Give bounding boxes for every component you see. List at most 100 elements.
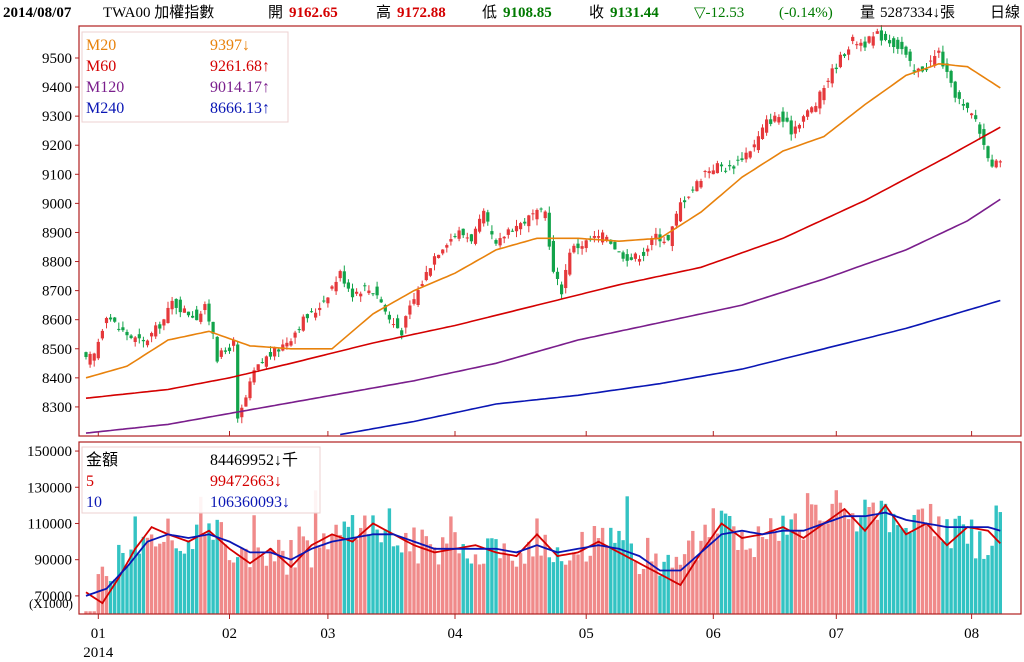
candle-body bbox=[941, 51, 945, 67]
volume-bar bbox=[236, 557, 240, 614]
volume-bar bbox=[613, 542, 617, 614]
volume-bar bbox=[416, 563, 420, 614]
volume-legend-box bbox=[81, 446, 321, 514]
candle-body bbox=[277, 349, 281, 352]
candle-body bbox=[150, 333, 154, 337]
volume-bar bbox=[916, 509, 920, 614]
volume-bar bbox=[482, 563, 486, 614]
candle-body bbox=[814, 106, 818, 112]
candle-body bbox=[933, 55, 937, 66]
volume-bar bbox=[92, 611, 96, 614]
volume-panel-frame bbox=[78, 441, 1022, 615]
volume-bar bbox=[137, 553, 141, 614]
volume-bar bbox=[293, 567, 297, 614]
volume-bar bbox=[268, 547, 273, 614]
volume-bar bbox=[543, 534, 547, 614]
x-tick-label: 05 bbox=[579, 626, 594, 642]
candle-body bbox=[851, 36, 855, 42]
volume-bar bbox=[887, 532, 892, 614]
volume-bar bbox=[453, 532, 457, 614]
candle-body bbox=[260, 362, 264, 364]
price-legend-box bbox=[81, 31, 289, 123]
candle-body bbox=[334, 281, 338, 292]
volume-bar bbox=[846, 519, 851, 614]
volume-legend-value: 84469952↓千 bbox=[210, 451, 298, 469]
candle-body bbox=[375, 286, 379, 296]
candle-body bbox=[174, 298, 178, 308]
volume-bar bbox=[342, 521, 346, 614]
candle-body bbox=[519, 223, 523, 230]
volume-bar bbox=[699, 540, 703, 614]
candle-body bbox=[568, 252, 572, 275]
volume-bar bbox=[211, 539, 215, 614]
candle-body bbox=[769, 119, 773, 124]
volume-bar bbox=[580, 531, 584, 614]
candle-body bbox=[625, 254, 629, 261]
volume-bar bbox=[359, 527, 363, 614]
volume-y-tick-label: 90000 bbox=[35, 553, 73, 569]
candle-body bbox=[531, 213, 535, 215]
candle-body bbox=[834, 67, 838, 70]
volume-unit-label: (X1000) bbox=[29, 596, 73, 611]
volume-bar bbox=[477, 564, 482, 614]
candle-body bbox=[141, 339, 145, 342]
candle-body bbox=[285, 342, 289, 347]
x-tick-label: 03 bbox=[320, 626, 335, 642]
candle-body bbox=[355, 291, 359, 294]
volume-label: 量 bbox=[860, 5, 876, 21]
candle-body bbox=[158, 324, 162, 329]
candle-body bbox=[535, 209, 539, 220]
candle-body bbox=[576, 243, 580, 249]
volume-bar bbox=[518, 553, 523, 614]
price-legend-label: M120 bbox=[86, 79, 124, 96]
candle-body bbox=[642, 251, 646, 256]
candle-body bbox=[219, 350, 223, 357]
candle-body bbox=[896, 39, 900, 49]
volume-bar bbox=[277, 539, 281, 614]
volume-bar bbox=[395, 545, 400, 614]
candle-body bbox=[400, 330, 404, 336]
period-button[interactable]: 日線 bbox=[990, 5, 1021, 21]
volume-bar bbox=[445, 543, 449, 614]
volume-bar bbox=[629, 543, 633, 614]
candle-body bbox=[945, 63, 949, 72]
candle-body bbox=[744, 152, 748, 160]
volume-bar bbox=[764, 539, 769, 614]
volume-bar bbox=[383, 529, 387, 614]
candle-body bbox=[781, 111, 785, 122]
volume-bar bbox=[904, 527, 908, 614]
candle-body bbox=[129, 335, 133, 339]
volume-bar bbox=[572, 552, 576, 614]
candle-body bbox=[752, 144, 756, 148]
volume-bar bbox=[158, 543, 162, 614]
y-tick-label: 9500 bbox=[42, 51, 72, 67]
volume-bar bbox=[133, 516, 137, 614]
volume-bar bbox=[182, 553, 187, 614]
volume-bar bbox=[199, 496, 203, 614]
volume-bar bbox=[965, 543, 970, 614]
volume-bar bbox=[240, 547, 244, 614]
volume-bar bbox=[568, 560, 572, 614]
volume-bar bbox=[855, 531, 859, 614]
volume-bar bbox=[84, 611, 88, 614]
volume-bar bbox=[678, 564, 683, 614]
candle-body bbox=[117, 328, 121, 330]
volume-bar bbox=[391, 546, 396, 614]
candle-body bbox=[666, 234, 670, 241]
low-label: 低 bbox=[482, 5, 498, 21]
candle-body bbox=[424, 272, 428, 281]
volume-bar bbox=[203, 535, 207, 614]
candle-body bbox=[592, 236, 596, 238]
candle-body bbox=[867, 36, 871, 43]
candle-body bbox=[883, 33, 888, 41]
candle-body bbox=[350, 288, 355, 298]
volume-bar bbox=[740, 531, 744, 614]
candle-body bbox=[551, 240, 555, 272]
close-label: 收 bbox=[589, 5, 605, 21]
candle-body bbox=[240, 407, 244, 418]
candle-body bbox=[797, 124, 801, 129]
volume-bar bbox=[149, 534, 154, 614]
volume-bar bbox=[285, 574, 289, 614]
price-legend-label: M60 bbox=[86, 58, 116, 75]
volume-ma-line-5 bbox=[85, 503, 1001, 605]
